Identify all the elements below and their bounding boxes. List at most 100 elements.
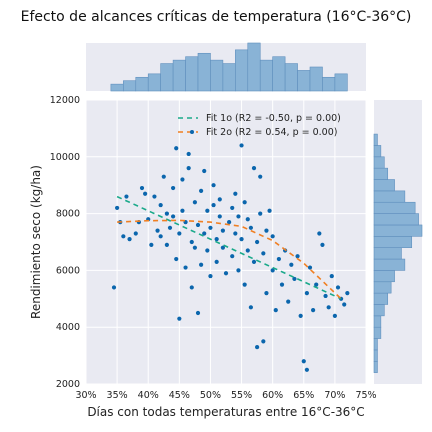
right-hist-bar [373, 190, 406, 203]
legend-fit2-label: Fit 2o (R2 = 0.54, p = 0.00) [206, 127, 337, 138]
data-point [295, 254, 300, 259]
top-hist-bar [147, 73, 161, 92]
data-point [239, 143, 244, 148]
data-point [189, 285, 194, 290]
data-point [161, 174, 166, 179]
data-point [264, 291, 269, 296]
data-point [155, 228, 160, 233]
top-hist-bar [235, 49, 249, 92]
data-point [208, 273, 213, 279]
y-tick-label: 6000 [56, 265, 80, 276]
data-point [227, 220, 232, 225]
right-hist-bar [373, 281, 392, 294]
data-point [323, 293, 328, 299]
data-point [276, 256, 281, 262]
data-point [261, 251, 266, 256]
right-hist-bar [373, 360, 378, 373]
chart-title: Efecto de alcances críticas de temperatu… [21, 9, 412, 25]
data-point [214, 259, 219, 264]
data-point [158, 234, 163, 239]
top-marginal-histogram [86, 42, 366, 92]
data-point [133, 231, 138, 236]
top-hist-bar [322, 76, 336, 92]
x-tick-label: 75% [355, 390, 376, 401]
data-point [329, 273, 334, 279]
y-tick-label: 8000 [56, 209, 80, 220]
right-hist-bar [373, 213, 419, 226]
x-tick-label: 70% [324, 390, 345, 401]
data-point [186, 166, 191, 171]
right-hist-bar [373, 292, 389, 305]
x-axis-label: Días con todas temperaturas entre 16°C-3… [87, 405, 364, 419]
data-point [139, 185, 145, 191]
fit-lines [116, 195, 342, 300]
top-hist-bar [309, 66, 323, 92]
data-point [208, 225, 213, 230]
data-point [233, 231, 238, 236]
data-point [111, 285, 117, 290]
data-point [192, 200, 197, 205]
data-point [230, 254, 235, 259]
data-point [317, 231, 322, 236]
top-hist-bar [284, 63, 298, 92]
x-tick-label: 50% [200, 390, 221, 401]
top-hist-bar [297, 70, 311, 92]
y-tick-label: 4000 [56, 322, 80, 333]
data-point [189, 239, 194, 245]
data-point [217, 197, 222, 202]
right-hist-bar [373, 247, 402, 260]
right-marginal-histogram [373, 100, 423, 384]
right-hist-bar [373, 304, 385, 317]
top-hist-bar [210, 59, 224, 92]
x-tick-label: 30% [75, 390, 96, 401]
x-tick-label: 60% [262, 390, 283, 401]
top-hist-bar [135, 76, 149, 92]
data-point [211, 183, 216, 188]
data-point [239, 237, 244, 242]
data-point [214, 237, 219, 242]
data-point [186, 151, 191, 157]
right-hist-bar [373, 179, 395, 192]
data-point [242, 282, 247, 287]
data-point [171, 214, 176, 219]
y-tick-label: 12000 [50, 95, 80, 106]
legend-fit1-label: Fit 1o (R2 = -0.50, p = 0.00) [206, 113, 341, 124]
data-point [180, 177, 185, 182]
data-point [177, 316, 182, 321]
top-hist-bar [334, 73, 348, 92]
data-point [115, 205, 120, 211]
top-hist-bar [247, 42, 261, 92]
data-point [258, 211, 263, 216]
data-point [149, 242, 154, 247]
data-point [202, 231, 207, 236]
fit2-curve [117, 219, 342, 300]
right-hist-bar [373, 156, 385, 169]
data-point [180, 208, 185, 213]
data-point [301, 359, 306, 364]
x-tick-label: 40% [138, 390, 159, 401]
data-point [164, 242, 169, 247]
data-point [202, 168, 207, 174]
data-point [223, 271, 229, 276]
top-hist-bar [172, 59, 186, 92]
data-point [311, 308, 316, 313]
data-point [211, 202, 216, 208]
data-point [152, 194, 157, 199]
right-hist-bar [373, 224, 423, 237]
top-hist-bar [110, 83, 124, 92]
data-point [292, 276, 297, 282]
data-point [242, 200, 247, 205]
right-hist-bar [373, 326, 382, 339]
right-hist-bar [373, 315, 382, 328]
x-axis-ticks: 30% 35% 40% 45% 50% 55% 60% 65% 70% 75% [75, 390, 376, 401]
data-point [121, 234, 126, 239]
top-hist-bar [222, 63, 236, 92]
x-tick-label: 65% [293, 390, 314, 401]
data-point [258, 174, 263, 179]
data-point [199, 262, 204, 267]
y-tick-label: 10000 [50, 152, 80, 163]
data-point [245, 248, 250, 253]
data-point [335, 285, 341, 290]
right-hist-bar [373, 167, 389, 180]
data-point [174, 256, 179, 262]
